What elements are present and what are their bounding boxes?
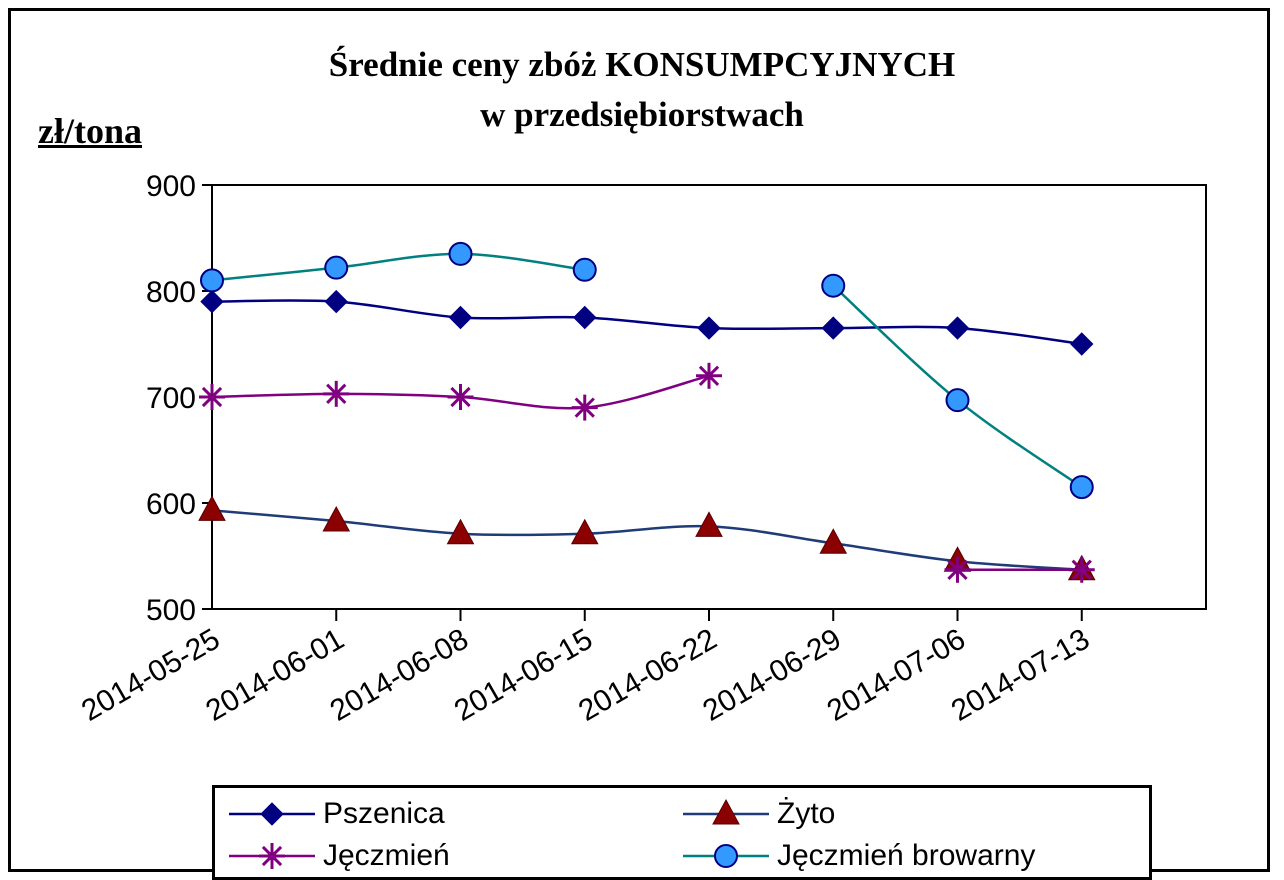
legend-item: Jęczmień [227,836,450,876]
series-markers [198,241,1096,583]
series-1-point [945,316,970,340]
y-tick-label: 700 [146,382,196,415]
series-line-2 [211,509,1082,572]
legend-swatch [229,802,315,826]
series-4-point [945,388,970,413]
series-4-point [200,268,224,293]
series-3-point [696,362,722,389]
x-tick-label: 2014-06-01 [200,622,349,727]
series-4-point [572,257,597,282]
chart-title-line1: Średnie ceny zbóż KONSUMPCYJNYCH [328,45,956,84]
series-line-4 [211,252,585,282]
x-tick-label: 2014-07-13 [946,622,1095,727]
y-tick-label: 500 [146,594,196,627]
series-4-point [448,241,473,266]
series-3-point [447,384,474,410]
y-tick-label: 600 [146,488,196,521]
x-tick-label: 2014-06-29 [697,622,846,727]
legend-item: Pszenica [227,794,445,834]
y-tick-label: 800 [146,276,196,309]
x-tick-label: 2014-07-06 [822,622,971,727]
legend-marker [714,844,738,868]
x-tick-label: 2014-06-22 [573,622,722,727]
plot-area [211,184,1207,610]
legend-item: Jęczmień browarny [681,836,1035,876]
chart-title-line2: w przedsiębiorstwach [480,95,804,134]
series-1-point [1070,332,1094,356]
legend-marker [260,802,284,826]
series-1-point [448,305,473,330]
series-lines [211,252,1083,572]
legend-label: Jęczmień [323,839,450,872]
series-4-point [821,273,846,298]
x-tick-label: 2014-05-25 [76,622,225,727]
series-line-1 [211,299,1082,346]
series-1-point [200,289,224,314]
series-3-point [1068,556,1095,583]
axes [202,184,1207,621]
series-2-point [322,505,351,532]
x-tick-labels: 2014-05-252014-06-012014-06-082014-06-15… [76,622,1095,727]
series-3-point [323,380,350,407]
legend-marker [259,843,285,869]
y-tick-labels: 500 600 700 800 900 [146,170,196,627]
legend-swatch [229,843,315,869]
chart-title: Średnie ceny zbóż KONSUMPCYJNYCH w przed… [0,40,1284,140]
series-3-point [571,394,598,421]
legend-swatch [683,844,769,868]
legend: Pszenica Żyto Jęczmień Jęczmień browarny [212,785,1152,880]
legend-swatch [683,798,769,825]
y-axis-unit-label: zł/tona [38,111,142,151]
legend-item: Żyto [681,794,835,834]
legend-label: Żyto [777,797,836,830]
series-1-point [324,289,348,314]
series-3-point [944,556,971,583]
series-1-point [697,316,721,340]
series-2-point [446,518,475,545]
series-1-point [821,316,845,340]
series-2-point [198,495,226,521]
series-4-point [324,255,349,280]
series-4-point [1069,475,1094,500]
series-2-point [819,528,848,554]
legend-label: Pszenica [323,797,445,830]
legend-marker [712,798,740,825]
x-tick-label: 2014-06-15 [449,622,598,727]
legend-label: Jęczmień browarny [777,839,1036,872]
x-tick-label: 2014-06-08 [325,622,474,727]
y-tick-label: 900 [146,170,196,203]
series-3-point [199,384,225,410]
series-2-point [695,511,723,537]
series-2-point [570,518,599,545]
series-1-point [573,305,597,330]
